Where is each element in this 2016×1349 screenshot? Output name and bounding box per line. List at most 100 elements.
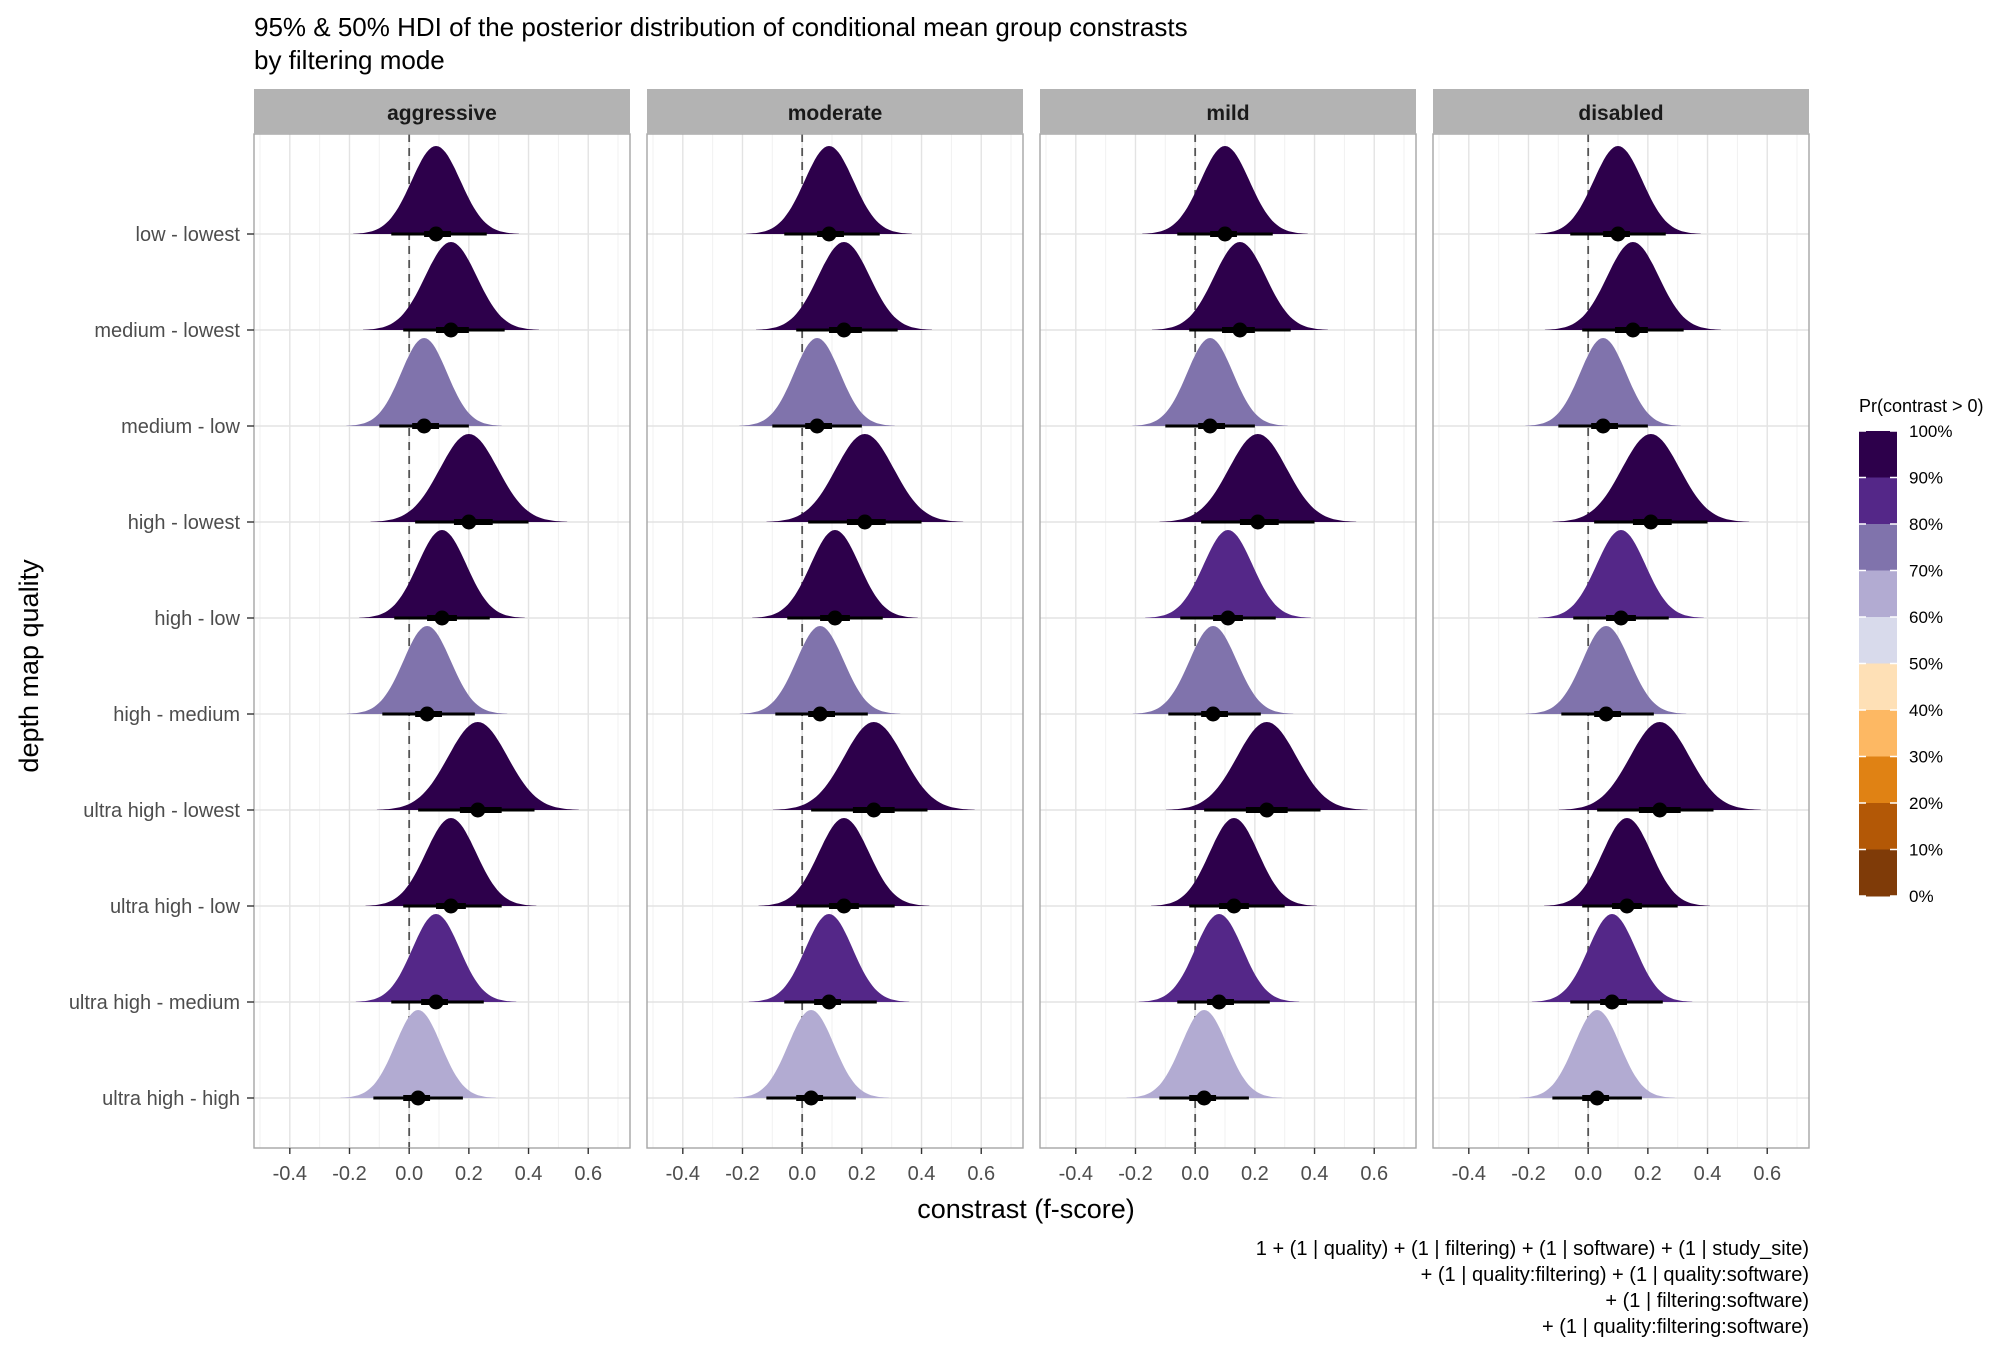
density-slab — [1151, 818, 1317, 906]
median-point — [1250, 514, 1266, 530]
density-slab — [1165, 722, 1368, 810]
median-point — [1613, 610, 1629, 626]
median-point — [410, 1090, 426, 1106]
density-slab — [359, 530, 525, 618]
facet-label: aggressive — [387, 102, 497, 125]
density-slab — [1145, 530, 1311, 618]
density-slab — [346, 626, 508, 714]
legend-color-swatch — [1859, 431, 1897, 478]
x-tick-label: 0.2 — [1241, 1163, 1269, 1185]
y-tick-label: low - lowest — [136, 224, 241, 246]
facet-strip — [1040, 89, 1416, 134]
density-slab — [756, 242, 932, 330]
density-slab — [1525, 338, 1681, 426]
median-point — [1259, 802, 1275, 818]
median-point — [1604, 994, 1620, 1010]
density-slab — [733, 1010, 889, 1098]
median-point — [827, 610, 843, 626]
caption-line: + (1 | quality:filtering) + (1 | quality… — [1421, 1264, 1809, 1286]
legend-label: 80% — [1909, 515, 1943, 534]
median-point — [1196, 1090, 1212, 1106]
x-tick-label: -0.4 — [1059, 1163, 1093, 1185]
x-tick-label: -0.4 — [666, 1163, 700, 1185]
legend-color-swatch — [1859, 570, 1897, 618]
facet-label: mild — [1206, 102, 1249, 125]
legend-label: 10% — [1909, 841, 1943, 860]
median-point — [821, 994, 837, 1010]
median-point — [1619, 898, 1635, 914]
facet-panel-disabled: disabled -0.4 -0.2 0.0 0.2 0.4 0.6 — [1432, 89, 1810, 1185]
density-slab — [1151, 242, 1328, 330]
x-tick-label: 0.0 — [1181, 1163, 1209, 1185]
y-tick-label: ultra high - high — [102, 1088, 240, 1110]
density-slab — [1531, 914, 1693, 1002]
x-tick-label: 0.6 — [574, 1163, 602, 1185]
facet-label: moderate — [788, 102, 883, 125]
density-slab — [355, 914, 517, 1002]
density-slab — [353, 146, 519, 234]
median-point — [443, 322, 459, 338]
legend-label: 90% — [1909, 469, 1943, 488]
x-axis-title: constrast (f-score) — [917, 1194, 1135, 1224]
x-tick-label: -0.4 — [1452, 1163, 1486, 1185]
density-slab — [1142, 146, 1308, 234]
legend-color-swatch — [1859, 710, 1897, 757]
x-tick-label: 0.4 — [515, 1163, 543, 1185]
density-slab — [363, 242, 539, 330]
caption-line: 1 + (1 | quality) + (1 | filtering) + (1… — [1256, 1238, 1809, 1260]
density-slab — [748, 914, 910, 1002]
x-tick-label: 0.6 — [1360, 1163, 1388, 1185]
chart-subtitle: by filtering mode — [254, 45, 445, 75]
median-point — [1598, 706, 1614, 722]
y-tick-label: ultra high - lowest — [83, 800, 240, 822]
median-point — [1595, 418, 1611, 434]
density-slab — [739, 338, 895, 426]
density-slab — [1558, 722, 1761, 810]
y-tick-label: high - medium — [113, 704, 240, 726]
median-point — [443, 898, 459, 914]
median-point — [1217, 226, 1233, 242]
x-tick-label: 0.2 — [848, 1163, 876, 1185]
median-point — [1220, 610, 1236, 626]
x-tick-label: 0.2 — [1634, 1163, 1662, 1185]
density-slab — [340, 1010, 496, 1098]
median-point — [821, 226, 837, 242]
x-tick-label: 0.0 — [395, 1163, 423, 1185]
median-point — [1652, 802, 1668, 818]
legend-color-swatch — [1859, 477, 1897, 525]
facet-strip — [647, 89, 1023, 134]
median-point — [836, 898, 852, 914]
x-tick-label: 0.4 — [1694, 1163, 1722, 1185]
density-slab — [758, 818, 930, 906]
legend-title: Pr(contrast > 0) — [1859, 396, 1984, 416]
legend-color-swatch — [1859, 663, 1897, 711]
density-slab — [370, 434, 568, 522]
facet-label: disabled — [1578, 102, 1663, 125]
caption: 1 + (1 | quality) + (1 | filtering) + (1… — [1256, 1238, 1809, 1338]
legend-label: 100% — [1909, 422, 1952, 441]
x-tick-label: 0.6 — [967, 1163, 995, 1185]
facet-strip — [1433, 89, 1809, 134]
x-tick-label: 0.4 — [1301, 1163, 1329, 1185]
density-slab — [1132, 626, 1294, 714]
density-slab — [1138, 914, 1300, 1002]
legend-color-swatch — [1859, 849, 1897, 897]
chart-title: 95% & 50% HDI of the posterior distribut… — [254, 12, 1188, 42]
y-tick-label: medium - low — [121, 416, 240, 438]
x-tick-label: -0.2 — [725, 1163, 759, 1185]
legend-label: 0% — [1909, 887, 1934, 906]
density-slab — [772, 722, 975, 810]
median-point — [419, 706, 435, 722]
density-slab — [1525, 626, 1687, 714]
legend-label: 60% — [1909, 608, 1943, 627]
density-slab — [346, 338, 502, 426]
x-tick-label: -0.2 — [1118, 1163, 1152, 1185]
legend-label: 20% — [1909, 794, 1943, 813]
median-point — [1205, 706, 1221, 722]
legend-label: 30% — [1909, 748, 1943, 767]
legend-label: 40% — [1909, 701, 1943, 720]
median-point — [1589, 1090, 1605, 1106]
median-point — [1232, 322, 1248, 338]
legend-label: 50% — [1909, 655, 1943, 674]
